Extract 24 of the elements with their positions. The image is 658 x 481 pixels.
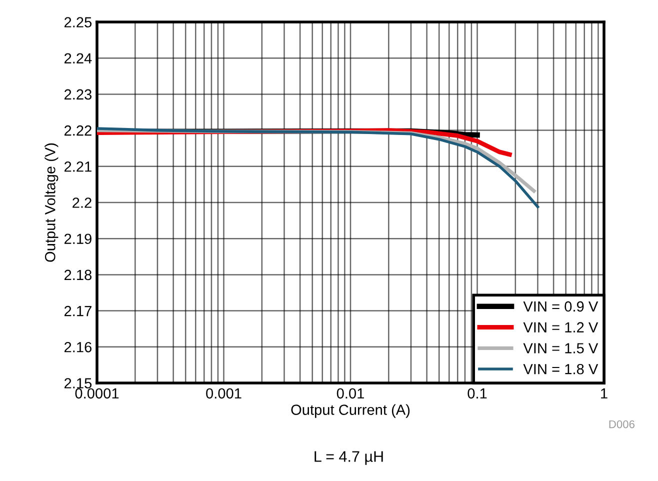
legend-label: VIN = 1.8 V xyxy=(523,364,598,374)
y-tick-label: 2.24 xyxy=(64,53,92,64)
x-tick-label: 0.0001 xyxy=(75,388,119,399)
x-axis-title: Output Current (A) xyxy=(291,404,410,418)
legend-label: VIN = 1.5 V xyxy=(523,343,598,354)
y-tick-label: 2.19 xyxy=(64,234,92,244)
legend-label: VIN = 1.2 V xyxy=(523,322,598,332)
y-axis-title: Output Voltage (V) xyxy=(44,143,58,262)
y-tick-label: 2.17 xyxy=(64,306,92,316)
y-tick-label: 2.15 xyxy=(64,378,92,388)
y-tick-label: 2.2 xyxy=(72,198,92,208)
x-tick-label: 1 xyxy=(601,388,608,398)
x-tick-label: 0.01 xyxy=(336,388,364,399)
y-tick-label: 2.21 xyxy=(64,162,92,172)
y-tick-label: 2.22 xyxy=(64,125,92,136)
x-tick-label: 0.001 xyxy=(206,388,242,399)
y-tick-label: 2.18 xyxy=(64,270,92,280)
x-tick-label: 0.1 xyxy=(468,388,487,399)
legend-label: VIN = 0.9 V xyxy=(523,301,598,312)
text: L = 4.7 µH xyxy=(314,451,383,465)
y-tick-label: 2.23 xyxy=(64,89,92,100)
text: D006 xyxy=(609,420,634,428)
y-tick-label: 2.16 xyxy=(64,342,92,352)
y-tick-label: 2.25 xyxy=(64,17,92,28)
